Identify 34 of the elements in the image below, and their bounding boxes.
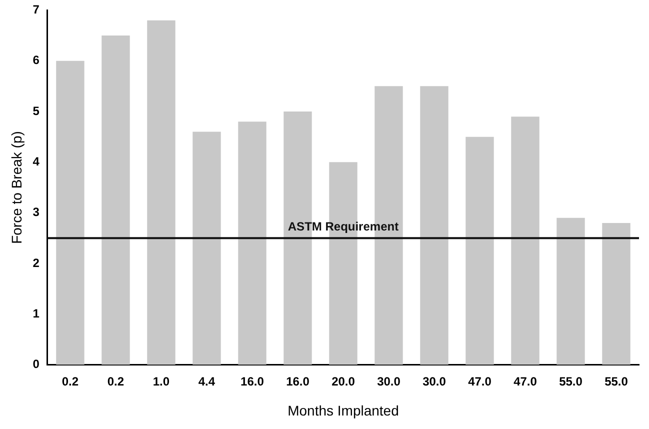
bar (511, 116, 540, 365)
x-tick-label: 4.4 (198, 374, 216, 388)
x-tick-label: 0.2 (107, 374, 124, 388)
x-tick-label: 16.0 (240, 374, 264, 388)
x-tick-label: 47.0 (514, 374, 538, 388)
x-tick-label: 1.0 (152, 374, 170, 388)
y-tick-label: 2 (32, 256, 40, 270)
bar (56, 60, 84, 365)
y-tick-label: 6 (32, 53, 40, 68)
x-tick-label: 30.0 (422, 374, 446, 388)
y-tick-label: 7 (32, 2, 40, 17)
bar (420, 86, 448, 365)
x-axis-title: Months Implanted (288, 402, 399, 418)
bar (556, 218, 585, 365)
bar (192, 132, 221, 365)
x-tick-label: 20.0 (332, 374, 356, 388)
x-tick-label: 55.0 (559, 374, 583, 388)
x-tick-label: 16.0 (286, 374, 310, 388)
x-tick-label: 55.0 (604, 374, 628, 388)
y-axis-title: Force to Break (p) (8, 131, 24, 244)
bar (147, 20, 176, 365)
bar (102, 36, 130, 365)
bar (466, 136, 494, 365)
y-tick-label: 5 (32, 104, 40, 118)
y-tick-label: 4 (32, 154, 40, 168)
x-tick-label: 30.0 (377, 374, 401, 388)
y-tick-label: 0 (32, 357, 40, 372)
bar (602, 222, 630, 365)
ref-line-label: ASTM Requirement (288, 219, 399, 234)
bar (238, 122, 266, 365)
x-tick-label: 47.0 (468, 374, 492, 388)
y-tick-label: 1 (32, 306, 40, 320)
x-tick-label: 0.2 (62, 374, 79, 388)
y-tick-label: 3 (32, 205, 40, 220)
